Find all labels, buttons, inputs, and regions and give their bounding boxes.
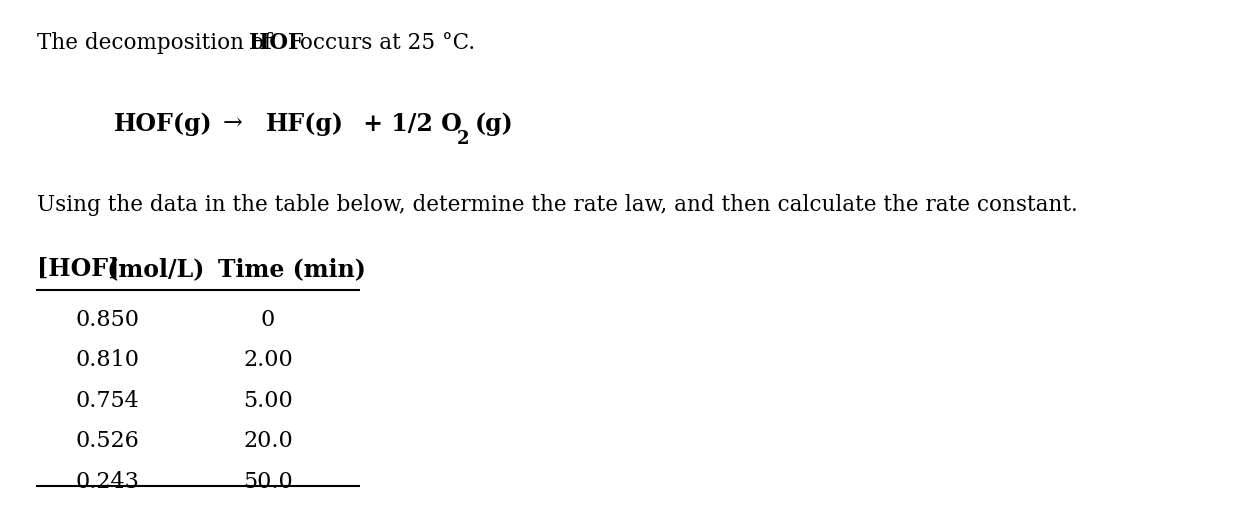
Text: (g): (g) [475, 112, 514, 136]
Text: HF(g): HF(g) [266, 112, 344, 136]
Text: Using the data in the table below, determine the rate law, and then calculate th: Using the data in the table below, deter… [38, 193, 1079, 216]
Text: 0.526: 0.526 [76, 429, 139, 451]
Text: 0.810: 0.810 [76, 348, 139, 371]
Text: Time (min): Time (min) [218, 257, 365, 281]
Text: →: → [223, 112, 242, 135]
Text: 50.0: 50.0 [243, 470, 292, 492]
Text: 5.00: 5.00 [243, 389, 292, 411]
Text: 0.754: 0.754 [76, 389, 139, 411]
Text: 20.0: 20.0 [243, 429, 292, 451]
Text: + 1/2 O: + 1/2 O [355, 112, 462, 136]
Text: The decomposition of: The decomposition of [38, 32, 278, 54]
Text: 2.00: 2.00 [243, 348, 292, 371]
Text: occurs at 25 °C.: occurs at 25 °C. [294, 32, 475, 54]
Text: HOF: HOF [249, 32, 304, 54]
Text: [HOF]: [HOF] [38, 257, 120, 281]
Text: 0.243: 0.243 [76, 470, 139, 492]
Text: 0.850: 0.850 [76, 308, 139, 330]
Text: HOF(g): HOF(g) [115, 112, 213, 136]
Text: (mol/L): (mol/L) [100, 257, 204, 281]
Text: 0: 0 [261, 308, 275, 330]
Text: 2: 2 [456, 130, 469, 148]
